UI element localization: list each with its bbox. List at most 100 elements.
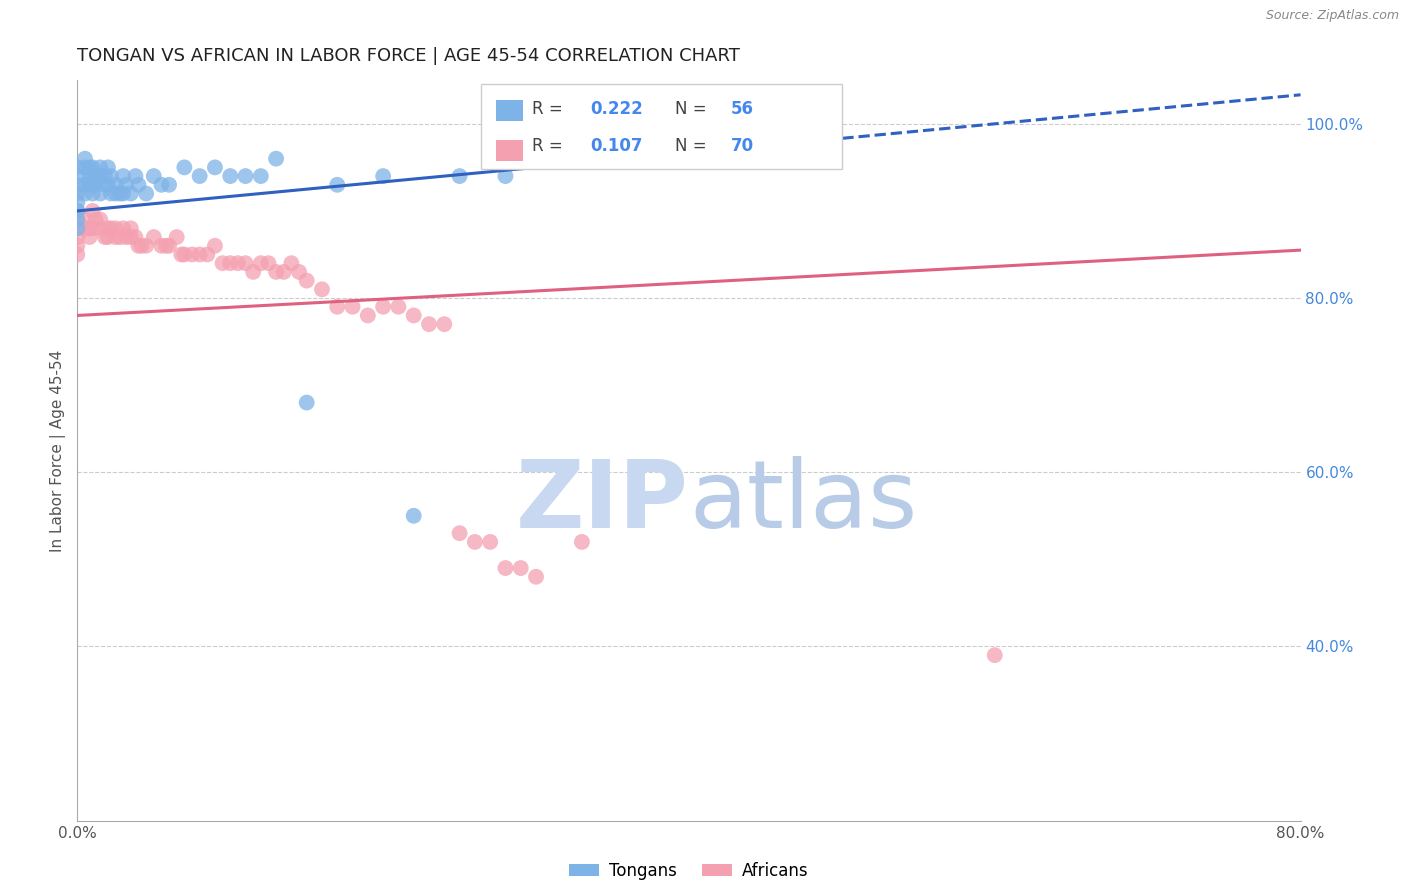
Point — [204, 239, 226, 253]
Point — [150, 239, 173, 253]
Point — [97, 230, 120, 244]
Point — [326, 178, 349, 192]
Point — [100, 169, 122, 183]
Point — [288, 265, 311, 279]
Point — [73, 152, 96, 166]
Point — [82, 221, 104, 235]
Point — [204, 161, 226, 175]
Point — [173, 247, 195, 261]
Point — [112, 169, 135, 183]
Point — [66, 212, 89, 227]
Point — [495, 169, 517, 183]
Point — [66, 203, 89, 218]
Point — [131, 239, 153, 253]
Point — [195, 247, 218, 261]
Text: 0.107: 0.107 — [591, 137, 643, 155]
Point — [128, 178, 150, 192]
Point — [66, 161, 89, 175]
Point — [120, 230, 142, 244]
Point — [280, 256, 302, 270]
Point — [219, 169, 242, 183]
Point — [188, 169, 211, 183]
Point — [295, 274, 318, 288]
Point — [100, 221, 122, 235]
Point — [73, 212, 96, 227]
Point — [984, 648, 1007, 662]
Point — [418, 317, 440, 331]
Point — [495, 561, 517, 575]
Point — [264, 152, 287, 166]
Point — [357, 309, 380, 323]
Point — [181, 247, 204, 261]
Point — [84, 178, 107, 192]
Point — [135, 186, 157, 201]
Point — [264, 265, 287, 279]
Point — [66, 221, 89, 235]
Point — [155, 239, 177, 253]
Point — [124, 230, 146, 244]
Point — [66, 203, 89, 218]
Point — [250, 256, 273, 270]
Point — [73, 186, 96, 201]
Point — [94, 230, 117, 244]
Point — [104, 221, 127, 235]
Text: ZIP: ZIP — [516, 457, 689, 549]
Text: 0.222: 0.222 — [591, 100, 643, 118]
Point — [211, 256, 233, 270]
Text: 70: 70 — [731, 137, 754, 155]
FancyBboxPatch shape — [481, 84, 842, 169]
Point — [115, 230, 138, 244]
Point — [342, 300, 364, 314]
Point — [124, 169, 146, 183]
Point — [73, 178, 96, 192]
Point — [97, 178, 120, 192]
Point — [311, 282, 333, 296]
Point — [66, 212, 89, 227]
Point — [166, 230, 188, 244]
Point — [82, 203, 104, 218]
Point — [235, 256, 257, 270]
Legend: Tongans, Africans: Tongans, Africans — [562, 855, 815, 887]
Point — [257, 256, 280, 270]
Point — [157, 239, 180, 253]
Point — [242, 265, 264, 279]
Point — [79, 169, 101, 183]
Point — [449, 526, 471, 541]
Point — [188, 247, 211, 261]
Point — [273, 265, 295, 279]
Point — [66, 247, 89, 261]
Point — [120, 186, 142, 201]
Point — [128, 239, 150, 253]
Text: R =: R = — [533, 100, 568, 118]
Point — [326, 300, 349, 314]
Point — [371, 300, 394, 314]
Point — [89, 212, 111, 227]
Y-axis label: In Labor Force | Age 45-54: In Labor Force | Age 45-54 — [51, 350, 66, 551]
Point — [97, 161, 120, 175]
Point — [479, 535, 502, 549]
Point — [170, 247, 193, 261]
Point — [66, 239, 89, 253]
Point — [250, 169, 273, 183]
Point — [150, 178, 173, 192]
Point — [66, 230, 89, 244]
Point — [66, 178, 89, 192]
Point — [135, 239, 157, 253]
Point — [66, 195, 89, 210]
Point — [371, 169, 394, 183]
Point — [82, 186, 104, 201]
Point — [97, 221, 120, 235]
Point — [104, 230, 127, 244]
Point — [157, 178, 180, 192]
Text: 56: 56 — [731, 100, 754, 118]
Point — [89, 186, 111, 201]
Point — [84, 212, 107, 227]
Point — [82, 161, 104, 175]
Point — [142, 230, 165, 244]
Point — [66, 221, 89, 235]
Point — [524, 570, 547, 584]
Text: TONGAN VS AFRICAN IN LABOR FORCE | AGE 45-54 CORRELATION CHART: TONGAN VS AFRICAN IN LABOR FORCE | AGE 4… — [77, 47, 740, 65]
Point — [94, 178, 117, 192]
Point — [449, 169, 471, 183]
Text: atlas: atlas — [689, 457, 917, 549]
